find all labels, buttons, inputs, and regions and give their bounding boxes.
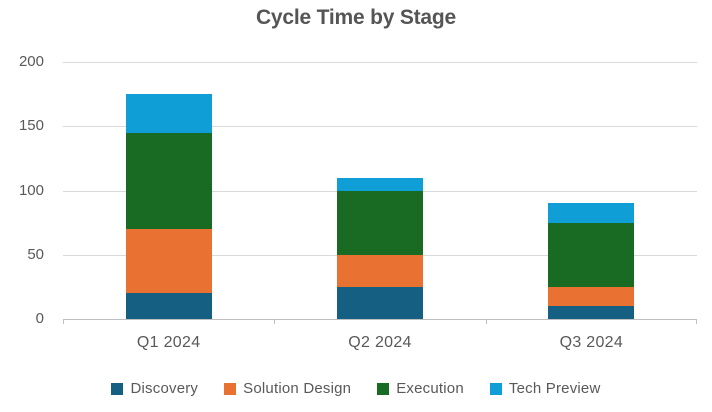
bar-segment-solution-design [125, 229, 212, 294]
axis-tick [274, 319, 275, 324]
bar-segment-discovery [337, 286, 423, 319]
bar-group-q2-2024 [337, 177, 423, 319]
y-axis-label: 100 [18, 181, 44, 199]
bar-segment-tech-preview [548, 203, 635, 223]
legend-label: Solution Design [243, 380, 352, 397]
legend: Discovery Solution Design Execution Tech Pr… [0, 380, 712, 397]
legend-item-execution: Execution [377, 380, 464, 397]
x-axis-label: Q2 2024 [348, 334, 412, 351]
y-axis-label: 150 [18, 117, 44, 135]
legend-swatch-icon [377, 382, 390, 395]
legend-item-solution-design: Solution Design [224, 380, 351, 397]
bar-group-q3-2024 [548, 203, 635, 319]
legend-swatch-icon [224, 382, 237, 395]
y-axis-label: 200 [18, 53, 44, 70]
axis-tick [63, 319, 64, 324]
bar-segment-discovery [125, 293, 212, 319]
legend-swatch-icon [489, 382, 502, 395]
x-axis-label: Q3 2024 [559, 334, 624, 351]
y-axis-label: 0 [35, 310, 44, 327]
legend-item-discovery: Discovery [111, 380, 198, 397]
legend-label: Tech Preview [508, 380, 601, 397]
legend-label: Discovery [130, 380, 199, 397]
bar-segment-execution [125, 132, 212, 230]
bar-segment-tech-preview [125, 94, 212, 133]
bar-segment-solution-design [337, 254, 423, 287]
bar-segment-discovery [548, 306, 635, 319]
axis-tick [696, 319, 697, 324]
gridline [63, 126, 697, 128]
legend-swatch-icon [111, 382, 124, 395]
y-axis-label: 50 [27, 245, 44, 263]
bar-segment-execution [548, 222, 635, 287]
legend-item-tech-preview: Tech Preview [489, 380, 601, 397]
axis-tick [486, 319, 487, 324]
chart-title: Cycle Time by Stage [255, 6, 457, 29]
gridline [63, 62, 697, 63]
plot-area [63, 62, 697, 324]
x-axis-label: Q1 2024 [136, 334, 201, 351]
bar-segment-execution [337, 190, 423, 255]
bar-segment-solution-design [548, 286, 635, 307]
bar-group-q1-2024 [125, 94, 212, 319]
bar-segment-tech-preview [337, 177, 423, 191]
legend-label: Execution [396, 380, 464, 397]
